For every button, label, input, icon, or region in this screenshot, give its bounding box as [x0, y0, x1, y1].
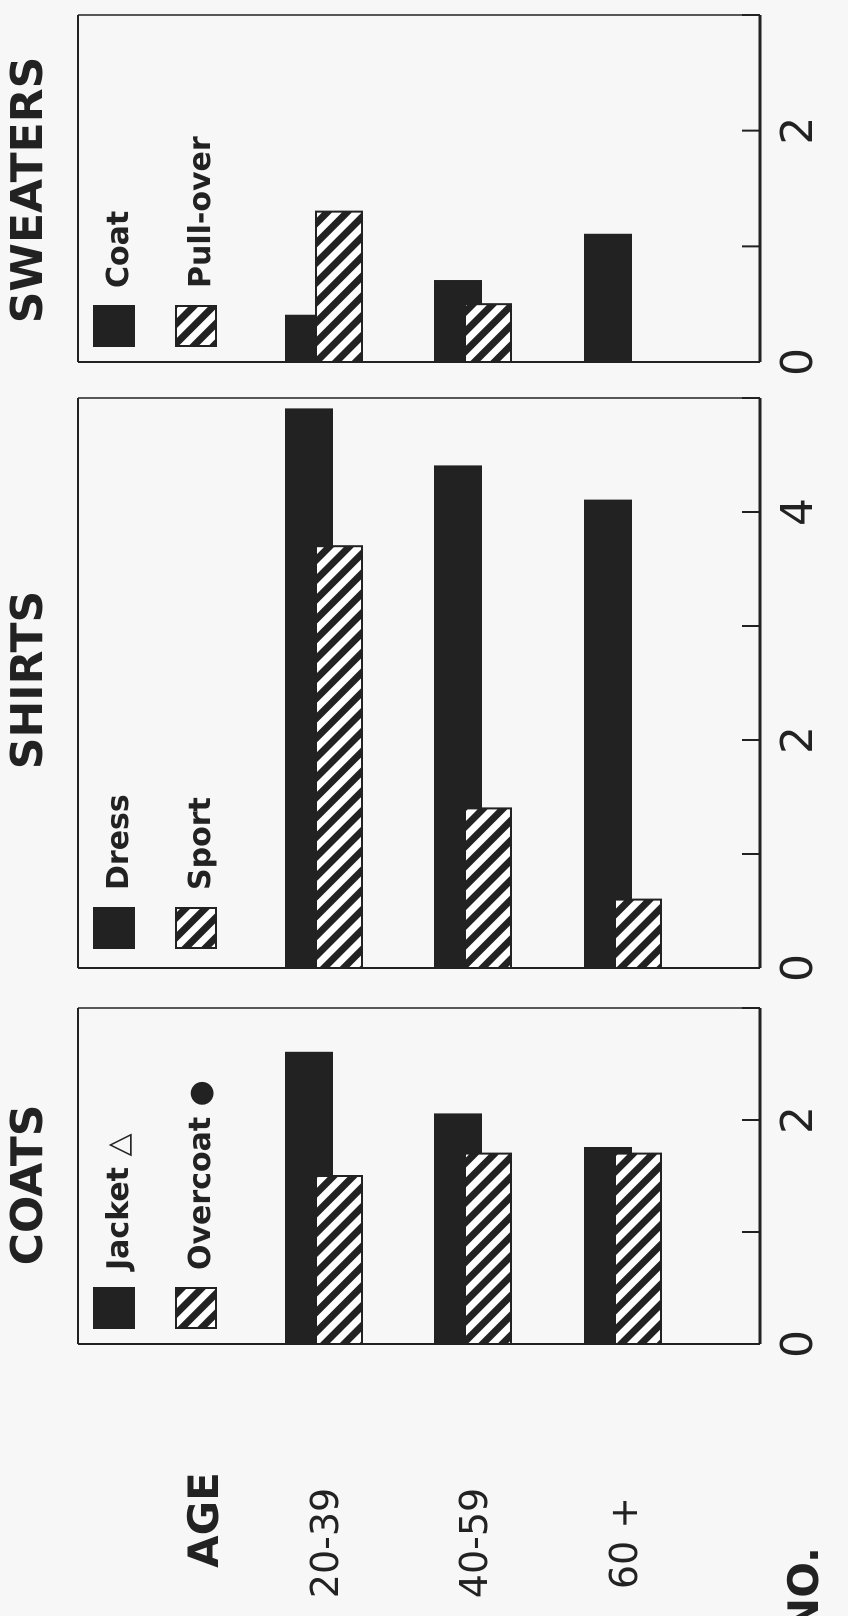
legend-swatch [175, 907, 217, 949]
tick-label: 0 [772, 954, 823, 982]
bar [614, 1152, 662, 1345]
bar [464, 1152, 512, 1345]
legend-swatch [175, 305, 217, 347]
bar [315, 545, 363, 969]
bar [464, 807, 512, 970]
bar [315, 1175, 363, 1345]
legend-label: Dress [101, 794, 136, 890]
legend-label: Pull-over [183, 136, 218, 288]
tick-label: 2 [772, 1106, 823, 1134]
legend-label: Jacket △ [101, 1133, 136, 1272]
legend-swatch [175, 1287, 217, 1329]
legend-label: Sport [183, 797, 218, 890]
legend-label: Coat [101, 211, 136, 288]
bar [315, 210, 363, 363]
age-group-label: 40-59 [452, 1488, 496, 1598]
age-group-label: 20-39 [303, 1488, 347, 1598]
tick-label: 0 [772, 348, 823, 376]
tick-label: 2 [772, 117, 823, 145]
legend-label: Overcoat ● [183, 1080, 218, 1270]
bar [464, 303, 512, 363]
number-axis-label: NO. [779, 1547, 828, 1616]
tick-label: 4 [772, 498, 823, 526]
panel-title: SWEATERS [2, 57, 53, 324]
legend-swatch [93, 305, 135, 347]
age-group-label: 60 + [602, 1497, 646, 1589]
age-heading: AGE [179, 1472, 228, 1568]
panel-title: COATS [2, 1105, 53, 1266]
legend-swatch [93, 1287, 135, 1329]
bar [584, 499, 632, 969]
tick-label: 2 [772, 726, 823, 754]
bar [584, 233, 632, 363]
bar [614, 898, 662, 969]
panel-title: SHIRTS [2, 591, 53, 770]
legend-swatch [93, 907, 135, 949]
tick-label: 0 [772, 1330, 823, 1358]
